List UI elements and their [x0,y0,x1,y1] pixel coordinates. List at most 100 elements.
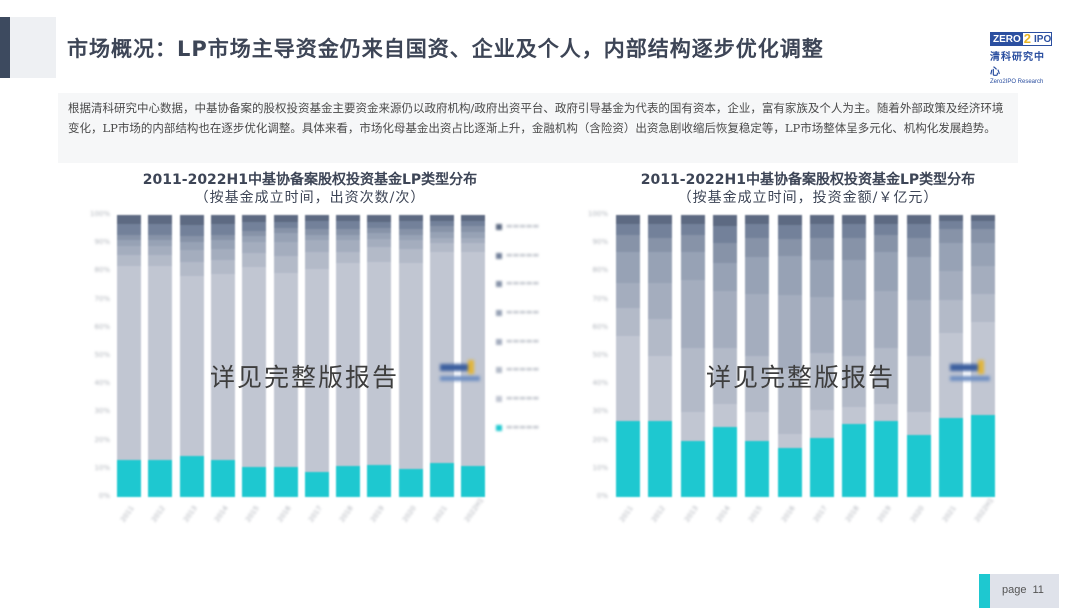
x-tick-label: 2018 [338,504,355,524]
stacked-bar-2017 [304,215,329,497]
stacked-bar-2015 [242,215,267,497]
bar-segment [336,229,361,235]
bar-segment [304,268,329,472]
bar-segment [336,251,361,263]
y-tick-label: 70% [94,294,110,303]
bar-segment [461,226,486,232]
bar-segment [745,356,770,413]
y-tick-label: 80% [94,266,110,275]
x-tick-label: 2018 [844,504,861,524]
bar-segment [273,222,298,228]
bar-segment [461,215,486,221]
stacked-bar-2017 [809,215,834,497]
bar-segment [336,234,361,241]
bar-segment [304,251,329,269]
watermark-left: 详见完整版报告 [210,363,400,392]
legend-swatch [496,367,502,374]
bar-segment [777,368,802,434]
bar-segment [971,220,996,230]
bar-segment [971,229,996,244]
legend-swatch [496,396,502,403]
bar-segment [304,234,329,241]
legend-swatch [496,424,502,431]
y-tick-label: 10% [592,463,608,472]
chart-right-title-block: 2011-2022H1中基协备案股权投资基金LP类型分布 （按基金成立时间，投资… [588,171,1028,207]
bar-segment [616,251,640,283]
y-tick-label: 50% [94,351,110,359]
bar-segment [273,467,298,497]
chart-right-amount: 0% 10% 20% 30% 40% 50% 60% 70% 80% 90% 100% 2011 201… [580,210,1010,524]
bar-segment [616,420,640,497]
bar-segment [939,243,963,272]
bar-segment [179,250,204,262]
bar-segment [242,253,267,268]
bar-segment [148,215,173,224]
bar-segment [210,274,235,461]
chart-left-legend: ▬▬▬▬▬ ▬▬▬▬▬ ▬▬▬▬▬ ▬▬▬▬▬ ▬▬▬▬▬ ▬▬▬▬▬ ▬▬▬▬▬ ▬▬▬▬▬ [496,222,576,452]
bar-segment [745,223,770,238]
stacked-bar-2021 [430,215,454,497]
bar-segment [939,220,963,230]
x-tick-label: 2012 [650,504,668,524]
page-number-label: page 11 [1002,584,1044,596]
bar-segment [430,243,454,252]
bar-segment [874,251,899,292]
bar-segment [616,215,640,224]
bar-segment [906,237,931,258]
x-tick-label: 2017 [811,504,829,524]
bar-segment [273,241,298,256]
legend-item: ▬▬▬▬▬ [496,394,576,423]
stacked-bar-2016 [777,215,802,497]
bar-segment [117,223,141,235]
x-tick-label: 2015 [244,504,261,524]
bar-segment [117,234,141,241]
bar-segment [242,267,267,468]
legend-label: ▬▬▬▬▬ [506,365,540,374]
x-tick-label: 2011 [119,504,136,524]
bar-segment [210,215,235,224]
stacked-bar-2020 [398,215,423,497]
bar-segment [117,246,141,255]
x-tick-label: 2014 [212,504,230,524]
x-tick-label: 2021 [432,504,449,524]
bar-segment [680,412,705,441]
bar-segment [648,356,673,421]
legend-item: ▬▬▬▬▬ [496,251,576,280]
bar-segment [842,299,867,357]
y-tick-label: 20% [592,435,608,444]
stacked-bar-2014 [712,215,737,497]
bar-segment [809,437,834,497]
bar-segment [117,460,141,497]
x-tick-label: 2021 [941,504,958,524]
bar-segment [430,215,454,221]
x-tick-label: 2022H1 [463,496,486,524]
page-number: 11 [1032,584,1044,596]
x-tick-label: 2012 [150,504,168,524]
bar-segment [179,215,204,225]
x-tick-label: 2013 [181,504,199,524]
bar-segment [210,248,235,261]
bar-segment [273,215,298,223]
y-tick-label: 40% [592,379,608,388]
bar-segment [777,255,802,296]
bar-segment [648,237,673,252]
bar-segment [971,415,996,497]
stacked-bar-2019 [367,215,392,497]
bar-segment [304,229,329,235]
stacked-bar-2014 [210,215,235,497]
logo-en-text: Zero2IPO Research [990,79,1044,85]
y-tick-label: 70% [592,294,608,303]
bar-segment [179,456,204,497]
bar-segment [461,251,486,466]
bar-segment [273,233,298,242]
x-tick-label: 2019 [876,504,894,524]
bar-segment [648,251,673,283]
bar-segment [179,224,204,237]
bar-segment [745,440,770,497]
chart-right-title: 2011-2022H1中基协备案股权投资基金LP类型分布 [640,172,976,188]
bar-segment [939,215,963,221]
bar-segment [874,347,899,404]
bar-segment [680,223,705,235]
bar-segment [367,261,392,465]
bar-segment [398,229,423,235]
